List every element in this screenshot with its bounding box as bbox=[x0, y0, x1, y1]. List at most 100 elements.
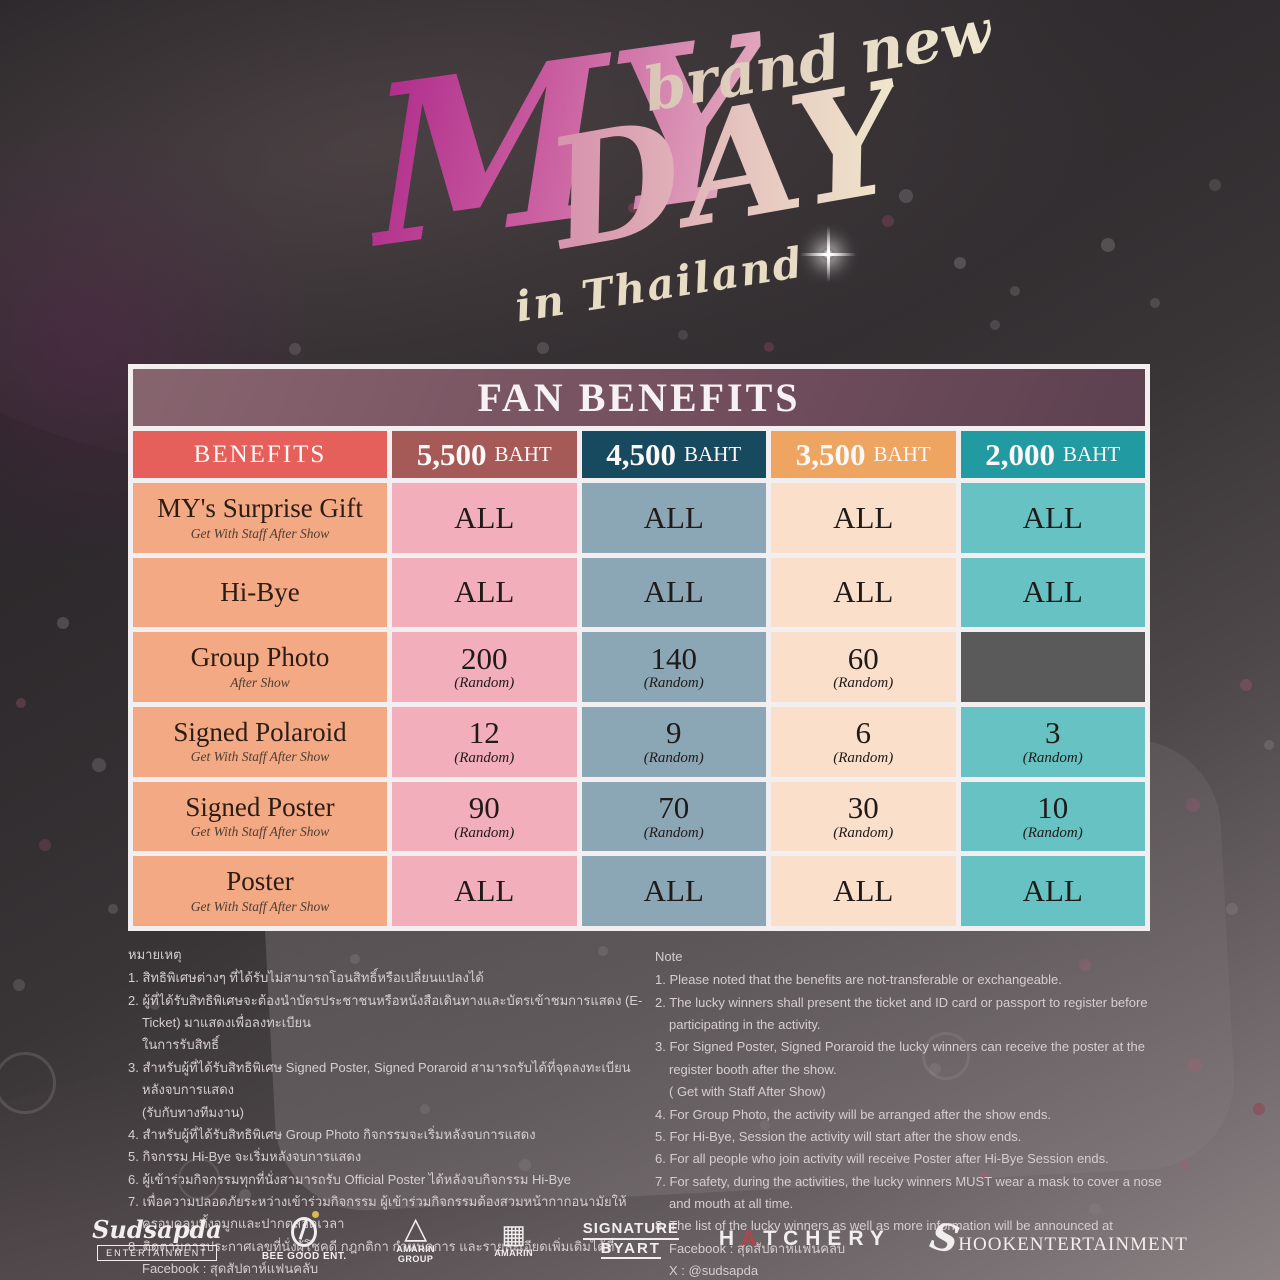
cell-value: 9 bbox=[666, 715, 682, 751]
unit-text: BAHT bbox=[684, 442, 742, 466]
amarin-media-label: AMARIN bbox=[494, 1247, 534, 1258]
benefit-value-cell: ALL bbox=[960, 483, 1145, 553]
notes-english: Note 1. Please noted that the benefits a… bbox=[655, 946, 1171, 1280]
cell-value: ALL bbox=[643, 574, 704, 610]
note-item: 2. ผู้ที่ได้รับสิทธิพิเศษจะต้องนำบัตรประ… bbox=[128, 992, 643, 1053]
benefit-value-cell: 140 (Random) bbox=[581, 632, 766, 702]
benefit-value-cell: 90 (Random) bbox=[392, 781, 577, 852]
cell-note: (Random) bbox=[454, 749, 515, 766]
note-item: 5. For Hi-Bye, Session the activity will… bbox=[655, 1128, 1022, 1144]
cell-value: ALL bbox=[643, 499, 704, 535]
note-item: 6. ผู้เข้าร่วมกิจกรรมทุกที่นั่งสามารถรับ… bbox=[128, 1171, 572, 1187]
cell-value: ALL bbox=[454, 872, 515, 908]
unit-text: BAHT bbox=[873, 442, 931, 466]
cell-value: ALL bbox=[833, 574, 894, 610]
amarin-group-logo: AMARIN GROUP bbox=[387, 1214, 445, 1264]
benefit-value-cell: 10 (Random) bbox=[960, 781, 1145, 852]
benefit-value-cell: ALL bbox=[581, 856, 766, 926]
cell-value: ALL bbox=[454, 574, 515, 610]
note-item: 8. ติดตามการประกาศเลขที่นั่งผู้โชคดี กฎก… bbox=[128, 1238, 615, 1277]
hook-flourish-icon bbox=[931, 1223, 958, 1256]
benefit-row-group-photo: Group Photo After Show bbox=[133, 632, 387, 702]
cell-value: 60 bbox=[847, 640, 879, 676]
column-header-3500-baht: 3,500 BAHT bbox=[771, 431, 956, 478]
price-text: 5,500 bbox=[416, 436, 487, 472]
benefit-subtitle: Get With Staff After Show bbox=[190, 898, 330, 914]
note-item: 4. สำหรับผู้ที่ได้รับสิทธิพิเศษ Group Ph… bbox=[128, 1126, 536, 1142]
benefit-title: Signed Polaroid bbox=[173, 717, 347, 748]
cell-note: (Random) bbox=[643, 824, 704, 841]
note-item: 1. Please noted that the benefits are no… bbox=[655, 972, 1062, 988]
note-item: 7. For safety, during the activities, th… bbox=[655, 1173, 1162, 1211]
benefit-value-cell: 30 (Random) bbox=[771, 781, 956, 852]
cell-value: 140 bbox=[650, 640, 698, 676]
cell-value: ALL bbox=[643, 872, 704, 908]
benefit-value-cell: ALL bbox=[392, 557, 577, 628]
cell-value: ALL bbox=[1022, 872, 1083, 908]
benefit-value-cell: ALL bbox=[581, 483, 766, 553]
benefit-subtitle: Get With Staff After Show bbox=[190, 749, 330, 765]
price-text: 3,500 bbox=[795, 436, 866, 472]
hatchery-text: TCHERY bbox=[763, 1227, 891, 1250]
benefit-value-cell: 60 (Random) bbox=[771, 632, 956, 702]
cell-value: ALL bbox=[1022, 499, 1083, 535]
hatchery-logo: H A TCHERY bbox=[719, 1227, 891, 1251]
amarin-group-label: AMARIN GROUP bbox=[396, 1244, 436, 1264]
logo-day-text: DAY bbox=[535, 46, 918, 285]
note-item: 5. กิจกรรม Hi-Bye จะเริ่มหลังจบการแสดง bbox=[128, 1149, 362, 1165]
notes-thai-header: หมายเหตุ bbox=[128, 947, 182, 962]
cell-note: (Random) bbox=[643, 675, 704, 692]
cell-value: 3 bbox=[1045, 715, 1061, 751]
column-header-benefits: BENEFITS bbox=[133, 431, 387, 478]
note-item: 3. For Signed Poster, Signed Poraroid th… bbox=[655, 1039, 1145, 1100]
sudsapda-entertainment-text: ENTERTAINMENT bbox=[97, 1244, 217, 1261]
bee-icon bbox=[291, 1210, 320, 1247]
cell-note: (Random) bbox=[643, 749, 704, 766]
sudsapda-script-text: Sudsapda bbox=[92, 1214, 222, 1244]
benefit-value-cell: 70 (Random) bbox=[581, 781, 766, 852]
benefit-value-cell: ALL bbox=[581, 557, 766, 628]
benefit-value-cell: ALL bbox=[392, 856, 577, 926]
column-header-5500-baht: 5,500 BAHT bbox=[392, 431, 577, 478]
note-item: 6. For all people who join activity will… bbox=[655, 1151, 1109, 1167]
cell-value: 70 bbox=[658, 789, 690, 825]
note-item: 1. สิทธิพิเศษต่างๆ ที่ได้รับไม่สามารถโอน… bbox=[128, 970, 484, 986]
notes-thai-list: 1. สิทธิพิเศษต่างๆ ที่ได้รับไม่สามารถโอน… bbox=[128, 967, 644, 1280]
bubble-ring bbox=[0, 1052, 56, 1114]
benefit-value-cell: ALL bbox=[771, 856, 956, 926]
cell-value: 6 bbox=[855, 715, 872, 751]
amarin-triangle-icon bbox=[404, 1214, 427, 1244]
column-header-2000-baht: 2,000 BAHT bbox=[960, 431, 1145, 478]
benefit-value-cell: ALL bbox=[960, 557, 1145, 628]
hook-entertainment-label: HOOKENTERTAINMENT bbox=[958, 1233, 1188, 1255]
notes-english-list: 1. Please noted that the benefits are no… bbox=[655, 969, 1171, 1280]
benefit-row-hi-bye: Hi-Bye bbox=[133, 557, 387, 628]
note-item: 8. The list of the lucky winners as well… bbox=[655, 1218, 1113, 1279]
amarin-cube-icon bbox=[501, 1221, 526, 1248]
benefit-row-poster: Poster Get With Staff After Show bbox=[133, 856, 387, 926]
benefit-row-signed-poster: Signed Poster Get With Staff After Show bbox=[133, 781, 387, 852]
benefit-row-surprise-gift: MY's Surprise Gift Get With Staff After … bbox=[133, 483, 387, 553]
cell-value: 200 bbox=[461, 640, 508, 676]
benefit-value-cell: 200 (Random) bbox=[392, 632, 577, 702]
benefit-value-cell-unavailable bbox=[960, 632, 1145, 702]
benefit-value-cell: 3 (Random) bbox=[960, 706, 1145, 777]
notes-thai: หมายเหตุ 1. สิทธิพิเศษต่างๆ ที่ได้รับไม่… bbox=[128, 944, 644, 1280]
note-item: 2. The lucky winners shall present the t… bbox=[655, 994, 1148, 1033]
benefit-value-cell: ALL bbox=[771, 483, 956, 553]
cell-value: ALL bbox=[454, 499, 515, 535]
signature-text: SIGNATURE bbox=[582, 1220, 679, 1240]
benefit-subtitle: Get With Staff After Show bbox=[190, 525, 330, 541]
benefit-subtitle: Get With Staff After Show bbox=[190, 824, 330, 840]
fan-benefits-table: FAN BENEFITS BENEFITS 5,500 BAHT 4,500 B… bbox=[128, 364, 1150, 931]
price-text: 2,000 bbox=[985, 436, 1056, 472]
cell-value: ALL bbox=[833, 499, 894, 535]
benefit-value-cell: 9 (Random) bbox=[581, 706, 766, 777]
hatchery-accent-letter: A bbox=[741, 1227, 764, 1250]
benefit-value-cell: ALL bbox=[960, 856, 1145, 926]
by-art-text: BYART bbox=[600, 1239, 661, 1259]
note-item: 4. For Group Photo, the activity will be… bbox=[655, 1106, 1051, 1122]
cell-value: 90 bbox=[468, 789, 500, 825]
benefit-title: Poster bbox=[226, 866, 294, 897]
